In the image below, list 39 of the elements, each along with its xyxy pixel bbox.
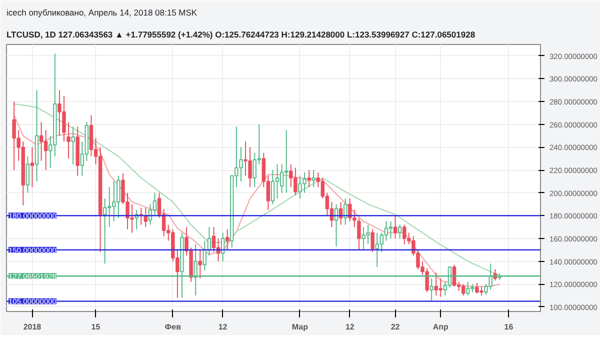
x-tick-label: 12 (218, 322, 228, 332)
candlestick (284, 130, 288, 194)
x-tick-label: 12 (345, 322, 355, 332)
candlestick (388, 220, 393, 239)
x-tick-label: Апр (432, 322, 449, 332)
candlestick (66, 122, 70, 160)
candlestick (384, 220, 388, 242)
candlestick (393, 215, 398, 239)
candlestick (198, 249, 202, 279)
candlestick (44, 130, 48, 171)
candlestick (39, 122, 44, 162)
chart-title: icech опубликовано, Апрель 14, 2018 08:15 MSK (6, 8, 198, 18)
candlestick (270, 170, 275, 205)
candlestick (280, 164, 284, 194)
candlestick (452, 264, 456, 287)
x-tick-label: 16 (504, 322, 514, 332)
x-tick-label: 15 (91, 322, 101, 332)
candlestick (30, 146, 34, 188)
candlestick (398, 224, 402, 239)
candlestick (152, 192, 157, 216)
x-tick-label: 22 (390, 322, 400, 332)
candlestick (102, 198, 107, 264)
candlestick (438, 278, 443, 298)
x-tick-label: Мар (292, 322, 308, 332)
candlestick (357, 217, 361, 250)
candlestick (307, 170, 311, 188)
x-tick-label: Фев (164, 322, 182, 332)
candlestick (461, 284, 466, 296)
candlestick (71, 126, 75, 165)
candlestick (89, 114, 94, 157)
candlestick (312, 170, 316, 188)
candlestick (26, 156, 30, 194)
candlestick (430, 278, 434, 302)
candlestick (275, 164, 280, 200)
candlestick (370, 228, 374, 253)
candlestick (212, 226, 216, 253)
chart-subtitle: LTCUSD, 1D 127.06343563 ▲ +1.77955592 (+1.42%) O:125.76244723 H:129.21428000 L:123.53996927 C:127.06501928 (6, 30, 476, 40)
candlestick (226, 228, 230, 250)
x-tick-label: 2018 (23, 322, 42, 332)
